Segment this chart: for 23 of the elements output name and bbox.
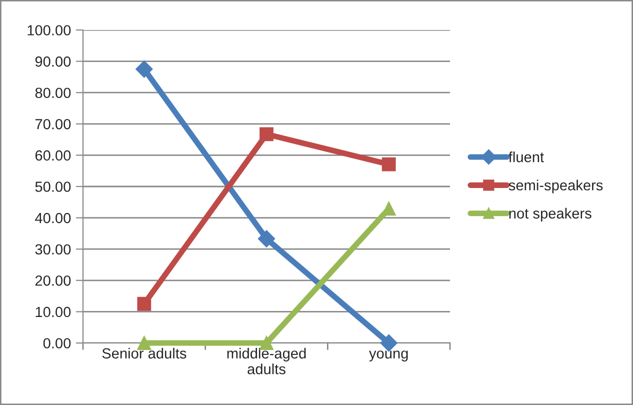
legend-label: semi-speakers (508, 180, 603, 194)
point (136, 60, 153, 78)
point (380, 334, 398, 352)
legend-label: fluent (508, 152, 544, 162)
y-tick-label: 60.00 (35, 150, 71, 161)
x-tick-label: Senior adults (102, 348, 186, 359)
y-tick-label: 70.00 (35, 119, 71, 130)
point (382, 157, 396, 172)
x-tick-label: young (369, 350, 408, 362)
point (260, 127, 274, 142)
x-tick-label: middle-aged adults (227, 348, 306, 374)
y-tick-label: 0.00 (43, 338, 71, 348)
y-tick-label: 20.00 (35, 276, 71, 286)
y-tick-label: 10.00 (36, 306, 71, 318)
point (258, 230, 276, 248)
y-tick-label: 50.00 (35, 182, 71, 192)
point (137, 296, 152, 311)
y-tick-label: 90.00 (35, 56, 71, 67)
legend-label: not speakers (509, 208, 592, 222)
y-tick-label: 80.00 (35, 88, 71, 98)
y-tick-label: 30.00 (35, 244, 71, 255)
y-tick-label: 40.00 (35, 212, 71, 224)
y-tick-label: 100.00 (28, 25, 71, 36)
